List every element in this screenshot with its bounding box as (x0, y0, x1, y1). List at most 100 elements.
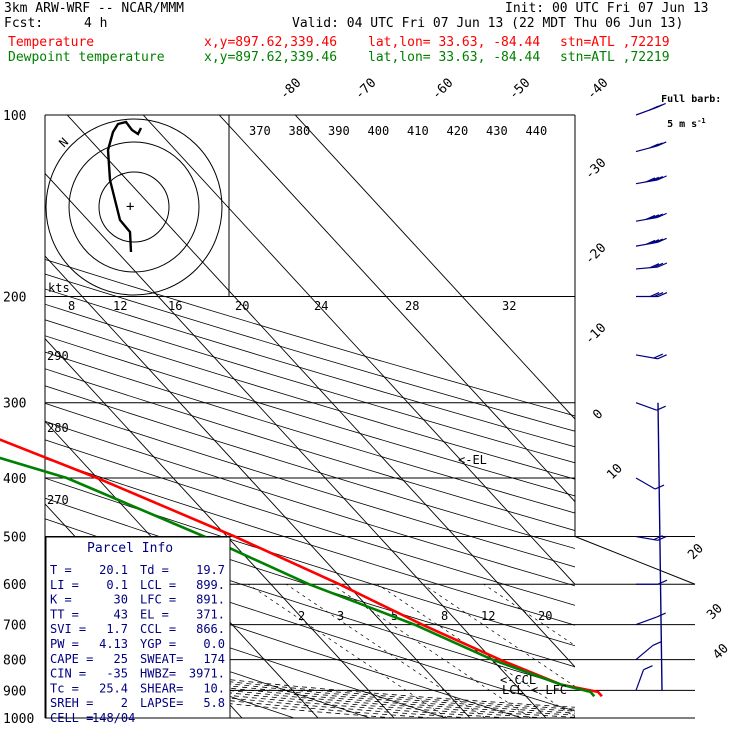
theta-label-left: 280 (47, 421, 69, 435)
isotherm-label-right: -20 (582, 241, 609, 268)
hodograph-center: + (126, 199, 134, 215)
parcel-info-key: LI = (50, 578, 79, 592)
el-marker: <-EL (458, 453, 487, 467)
parcel-info-key: CIN = (50, 667, 86, 681)
theta-label-top: 390 (328, 124, 350, 138)
wind-barb (636, 478, 655, 489)
parcel-info-key2: SWEAT= (140, 652, 183, 666)
mixing-ratio-line (248, 584, 447, 718)
parcel-info-value: 25 (114, 652, 128, 666)
parcel-info-key: CAPE = (50, 652, 93, 666)
parcel-info-key: CELL = (50, 711, 93, 725)
theta-label-top: 440 (526, 124, 548, 138)
theta-label-top: 420 (447, 124, 469, 138)
isobar-label-900: 900 (3, 684, 26, 699)
parcel-info-value2: 174 (203, 652, 225, 666)
wind-barb-flag (644, 666, 653, 670)
mixing-ratio-label: 20 (538, 609, 552, 623)
isobar-label-700: 700 (3, 619, 26, 634)
parcel-info-value2: 899. (196, 578, 225, 592)
theta-label-left: 290 (47, 349, 69, 363)
hodograph-ring-label: 20 (235, 299, 249, 313)
parcel-info-key: K = (50, 593, 72, 607)
theta-label-top: 370 (249, 124, 271, 138)
mixing-ratio-label: 8 (441, 609, 448, 623)
wind-barb (636, 670, 644, 691)
parcel-info-value2: 3971. (189, 667, 225, 681)
isobar-label-800: 800 (3, 654, 26, 669)
hodograph-ring-label: 32 (502, 299, 516, 313)
isobar-label-500: 500 (3, 530, 26, 545)
wind-barb (636, 645, 653, 659)
theta-label-top: 380 (289, 124, 311, 138)
mixing-ratio-line (286, 584, 485, 718)
wind-barb-flag (658, 580, 667, 584)
mixing-ratio-line (484, 584, 683, 718)
parcel-info-value2: 0.0 (203, 637, 225, 651)
parcel-info-value2: 891. (196, 593, 225, 607)
parcel-info-key: Tc = (50, 681, 79, 695)
parcel-info-key2: HWBZ= (140, 667, 176, 681)
isotherm-label-right: 30 (704, 601, 726, 623)
wind-barb-flag (649, 106, 658, 110)
parcel-info-value2: 371. (196, 607, 225, 621)
isobar-label-1000: 1000 (3, 712, 34, 727)
parcel-info-value: 30 (114, 593, 128, 607)
isobar-label-300: 300 (3, 397, 26, 412)
isobar-label-600: 600 (3, 578, 26, 593)
parcel-info-key2: LCL = (140, 578, 176, 592)
parcel-info-value2: 19.7 (196, 563, 225, 577)
isotherm-label-right: -30 (582, 156, 609, 183)
isotherm-label-top: -40 (584, 76, 611, 103)
hodograph-ring-label: 16 (168, 299, 182, 313)
parcel-info-key: SVI = (50, 622, 86, 636)
parcel-info-value: 1.7 (106, 622, 128, 636)
parcel-info-key2: EL = (140, 607, 169, 621)
hodograph-ring-label: 12 (113, 299, 127, 313)
isotherm-line (270, 87, 740, 730)
frame-diagonal (575, 536, 695, 584)
hodograph-trace (108, 122, 141, 252)
parcel-info-key: T = (50, 563, 72, 577)
isotherm-label-right: 0 (590, 407, 606, 423)
parcel-info-value: 148/04 (92, 711, 135, 725)
hodograph-ring-label: 28 (405, 299, 419, 313)
parcel-info-value: 43 (114, 607, 128, 621)
wind-barb-flag (657, 142, 666, 146)
parcel-info-key2: Td = (140, 563, 169, 577)
hodograph-ring-label: 8 (68, 299, 75, 313)
mixing-ratio-label: 2 (298, 609, 305, 623)
isotherm-label-right: -10 (582, 321, 609, 348)
parcel-info-key: TT = (50, 607, 79, 621)
mixing-ratio-line (377, 584, 576, 718)
wind-profile-axis (658, 403, 662, 691)
mixing-ratio-label: 3 (337, 609, 344, 623)
parcel-info-value: 25.4 (99, 681, 128, 695)
wind-barb (636, 403, 657, 411)
parcel-info-value: -35 (106, 667, 128, 681)
isotherm-label-right: 20 (685, 541, 707, 563)
isobar-label-200: 200 (3, 291, 26, 306)
isotherm-label-top: -60 (429, 76, 456, 103)
theta-label-left: 270 (47, 493, 69, 507)
parcel-info-key: SREH = (50, 696, 93, 710)
isotherm-label-top: -50 (506, 76, 533, 103)
theta-label-top: 430 (486, 124, 508, 138)
isobar-label-400: 400 (3, 472, 26, 487)
parcel-info-value: 2 (121, 696, 128, 710)
parcel-info-key2: LAPSE= (140, 696, 183, 710)
wind-barb-flag (653, 641, 662, 645)
parcel-info-title: Parcel Info (87, 541, 173, 556)
hodograph-units-label: kts (48, 281, 70, 295)
wind-barb-flag (653, 143, 662, 147)
isotherm-label-top: -70 (352, 76, 379, 103)
parcel-info-key: PW = (50, 637, 79, 651)
mixing-ratio-label: 12 (481, 609, 495, 623)
wind-barb (636, 617, 657, 625)
isotherm-label-right: 10 (604, 461, 626, 483)
parcel-info-key2: SHEAR= (140, 681, 183, 695)
parcel-info-value2: 10. (203, 681, 225, 695)
parcel-info-value: 0.1 (106, 578, 128, 592)
